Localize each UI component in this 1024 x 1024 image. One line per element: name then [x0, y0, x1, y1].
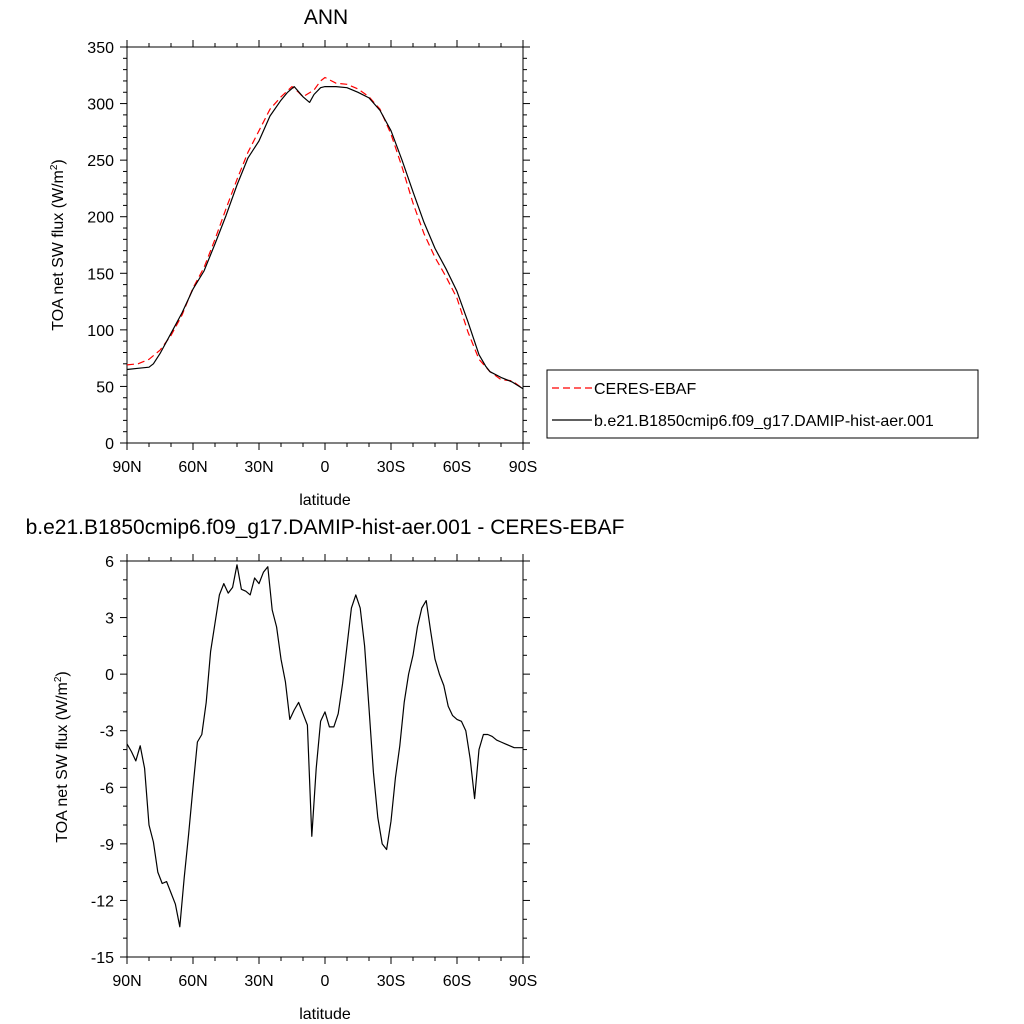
top-plot-frame [126, 46, 524, 444]
top-series-line-1 [126, 85, 524, 390]
legend: CERES-EBAF b.e21.B1850cmip6.f09_g17.DAMI… [546, 369, 979, 439]
bottom-plot-frame [126, 560, 524, 958]
bottom-series-line-0 [126, 564, 523, 928]
bottom-y-tick-label: 6 [105, 554, 114, 571]
top-y-tick-label: 350 [87, 40, 114, 57]
top-y-tick-label: 200 [87, 210, 114, 227]
top-x-tick-label: 60N [178, 459, 207, 476]
bottom-panel: b.e21.B1850cmip6.f09_g17.DAMIP-hist-aer.… [26, 516, 625, 1023]
bottom-chart-title: b.e21.B1850cmip6.f09_g17.DAMIP-hist-aer.… [26, 516, 625, 539]
top-y-axis-label: TOA net SW flux (W/m2) [49, 159, 67, 331]
top-x-tick-label: 90S [509, 459, 537, 476]
top-y-ticks: 0 50 100 150 200 250 300 350 [87, 40, 530, 453]
bottom-y-tick-label: -3 [100, 724, 114, 741]
legend-label-ceres: CERES-EBAF [594, 381, 696, 398]
legend-box [546, 369, 979, 439]
bottom-y-tick-label: -15 [91, 950, 114, 967]
bottom-y-tick-label: 3 [105, 611, 114, 628]
bottom-x-tick-label: 30N [244, 973, 273, 990]
bottom-y-tick-label: 0 [105, 667, 114, 684]
top-x-axis-label: latitude [299, 492, 351, 509]
top-y-tick-label: 250 [87, 153, 114, 170]
bottom-x-tick-label: 90N [112, 973, 141, 990]
top-panel: ANN 0 50 100 150 200 250 300 350 90N 60N 30N 0 30S 6… [49, 6, 537, 509]
bottom-x-tick-label: 30S [377, 973, 405, 990]
bottom-x-ticks: 90N 60N 30N 0 30S 60S 90S [112, 554, 537, 990]
bottom-y-axis-label: TOA net SW flux (W/m2) [53, 671, 71, 843]
top-x-tick-label: 0 [321, 459, 330, 476]
top-y-tick-label: 150 [87, 266, 114, 283]
top-x-tick-label: 60S [443, 459, 471, 476]
top-x-tick-label: 90N [112, 459, 141, 476]
bottom-x-tick-label: 60N [178, 973, 207, 990]
top-x-tick-label: 30S [377, 459, 405, 476]
bottom-x-axis-label: latitude [299, 1006, 351, 1023]
bottom-x-tick-label: 90S [509, 973, 537, 990]
top-series-line-0 [126, 76, 524, 390]
top-chart-title: ANN [304, 6, 348, 29]
top-x-ticks: 90N 60N 30N 0 30S 60S 90S [112, 40, 537, 476]
top-y-tick-label: 100 [87, 323, 114, 340]
top-y-tick-label: 50 [96, 379, 114, 396]
bottom-y-tick-label: -6 [100, 780, 114, 797]
bottom-series-lines [126, 564, 523, 928]
legend-label-model: b.e21.B1850cmip6.f09_g17.DAMIP-hist-aer.… [594, 413, 934, 430]
bottom-y-tick-label: -9 [100, 837, 114, 854]
bottom-x-tick-label: 0 [321, 973, 330, 990]
top-x-tick-label: 30N [244, 459, 273, 476]
top-y-tick-label: 0 [105, 436, 114, 453]
bottom-x-tick-label: 60S [443, 973, 471, 990]
bottom-y-tick-label: -12 [91, 893, 114, 910]
top-series-lines [126, 76, 524, 390]
bottom-y-ticks: -15 -12 -9 -6 -3 0 3 6 [91, 554, 530, 967]
top-y-tick-label: 300 [87, 97, 114, 114]
